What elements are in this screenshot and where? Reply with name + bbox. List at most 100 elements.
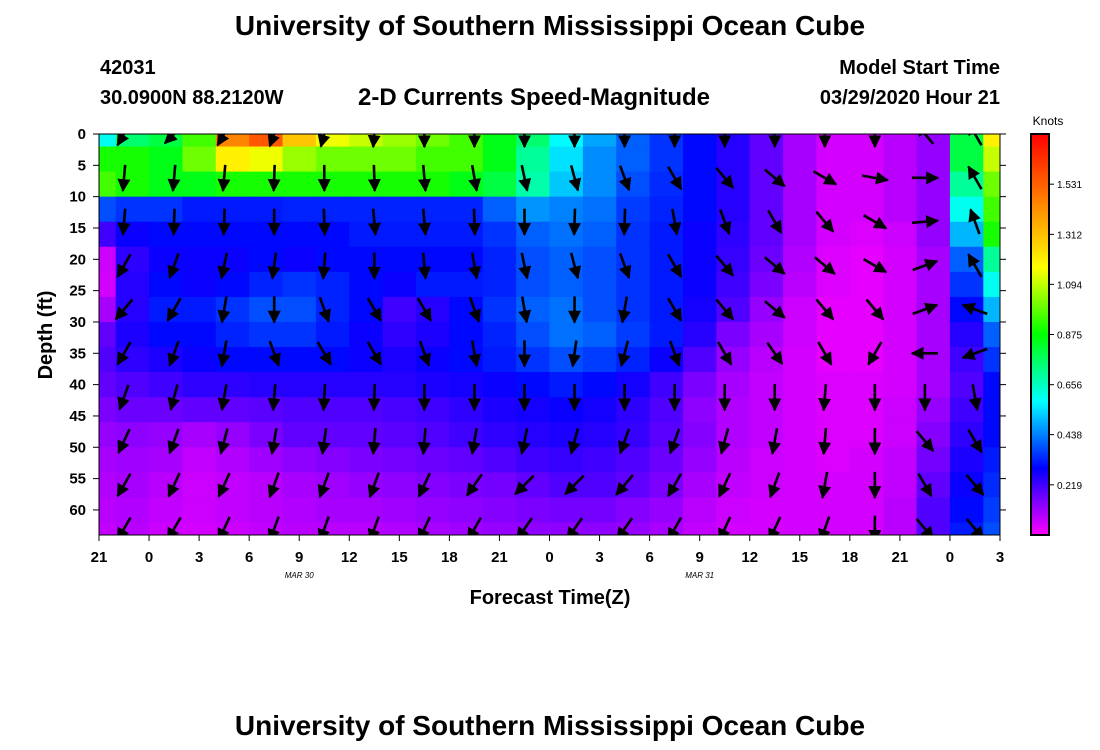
heat-cell — [916, 134, 951, 148]
current-vector — [317, 384, 331, 412]
heat-cell — [182, 347, 217, 373]
heat-cell — [315, 422, 350, 448]
current-vector — [316, 341, 332, 366]
heat-cell — [749, 397, 784, 423]
heat-cell — [416, 246, 450, 273]
heat-cell — [349, 146, 384, 173]
heat-cell — [282, 196, 317, 223]
heat-cell — [716, 134, 751, 148]
current-vector — [468, 252, 482, 280]
current-vector — [318, 296, 331, 323]
current-vector — [416, 297, 432, 322]
current-vector — [317, 208, 331, 237]
heat-cell — [783, 422, 818, 448]
x-tick-label: 12 — [741, 549, 758, 566]
heat-cell — [849, 422, 884, 448]
heat-cell — [949, 321, 984, 348]
heat-cell — [916, 321, 951, 348]
current-vector — [317, 472, 330, 499]
current-vector — [668, 340, 682, 367]
current-vector — [912, 259, 939, 272]
y-tick-label: 30 — [69, 314, 86, 331]
heat-cell — [249, 196, 284, 223]
heat-cell — [215, 372, 250, 398]
heat-cell — [115, 472, 150, 499]
heat-cell — [382, 246, 417, 273]
current-vector — [715, 167, 735, 189]
x-tick-label: 3 — [195, 549, 203, 566]
heat-cell — [783, 221, 818, 248]
heat-cell — [549, 146, 584, 173]
heat-cell — [883, 497, 918, 524]
current-vector — [667, 165, 683, 191]
heat-cell — [682, 321, 717, 348]
heat-cell — [549, 422, 584, 448]
heat-cell — [983, 497, 1000, 524]
heat-cell — [983, 246, 1000, 273]
heat-cell — [783, 372, 818, 398]
heat-cell — [516, 296, 551, 323]
y-tick-label: 35 — [69, 345, 86, 362]
heat-cell — [816, 422, 851, 448]
heat-cell — [382, 296, 417, 323]
heat-cell — [516, 397, 551, 423]
heat-cell — [482, 447, 517, 473]
current-vector — [317, 427, 331, 456]
heat-cell — [215, 196, 250, 223]
current-vector — [117, 428, 131, 454]
heat-cell — [816, 522, 851, 535]
current-vector — [317, 134, 331, 148]
heat-cell — [249, 296, 284, 323]
heat-cell — [382, 321, 417, 348]
current-vector — [116, 516, 132, 535]
heat-cell — [549, 347, 584, 373]
heat-cell — [816, 321, 851, 348]
heat-cell — [749, 447, 784, 473]
current-vector — [915, 517, 935, 535]
heat-cell — [115, 497, 150, 524]
current-vector — [667, 472, 683, 498]
heat-cell — [99, 447, 117, 473]
current-vector — [117, 384, 130, 411]
current-vector — [719, 209, 732, 236]
heat-cell — [749, 196, 784, 223]
heat-cell — [716, 347, 751, 373]
current-vector — [667, 516, 683, 535]
heat-cell — [315, 171, 350, 198]
heat-cell — [916, 246, 951, 273]
x-date-label: MAR 31 — [685, 571, 714, 580]
heat-cell — [749, 221, 784, 248]
current-vector — [566, 517, 584, 535]
heat-cell — [783, 271, 818, 298]
heat-cell — [883, 522, 918, 535]
heat-cell — [949, 372, 984, 398]
heat-cell — [916, 472, 951, 499]
heat-cell — [649, 347, 684, 373]
current-vector — [417, 472, 432, 498]
current-vector — [216, 134, 230, 147]
heat-cell — [416, 447, 450, 473]
heat-cell — [616, 296, 651, 323]
heat-cell — [883, 347, 918, 373]
current-vector — [818, 427, 832, 456]
heat-cell — [349, 271, 384, 298]
heat-cell — [849, 221, 884, 248]
heat-cell — [616, 372, 651, 398]
current-vector — [417, 427, 431, 456]
heat-cell — [949, 447, 984, 473]
heat-cell — [883, 196, 918, 223]
current-vector — [167, 252, 180, 280]
heat-cell — [849, 497, 884, 524]
heat-cell — [282, 447, 317, 473]
heat-cell — [482, 422, 517, 448]
heat-cell — [682, 196, 717, 223]
heat-cell — [983, 171, 1000, 198]
heat-cell — [416, 347, 450, 373]
heat-cell — [849, 146, 884, 173]
current-vector — [567, 340, 581, 368]
heat-cell — [749, 146, 784, 173]
heat-cell — [182, 397, 217, 423]
heat-cell — [749, 171, 784, 198]
heat-cell — [916, 171, 951, 198]
heat-cell — [215, 321, 250, 348]
